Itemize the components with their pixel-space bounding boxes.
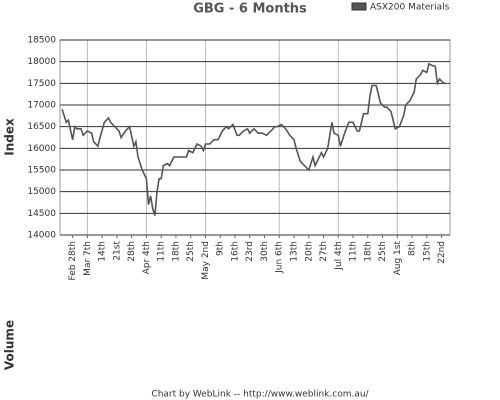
x-tick-label: 9th: [216, 241, 226, 256]
x-tick-label: 23rd: [245, 241, 255, 262]
y-axis-title: Index: [3, 118, 17, 156]
volume-label: Volume: [3, 320, 17, 370]
x-tick-label: Aug 1st: [393, 241, 403, 276]
x-tick-label: 8th: [408, 241, 418, 256]
x-tick-label: 11th: [157, 241, 167, 262]
x-tick-label: 25th: [378, 241, 388, 262]
series-line: [61, 62, 446, 216]
x-tick-label: 15th: [422, 241, 432, 262]
x-tick-label: 11th: [349, 241, 359, 262]
x-tick-label: Feb 28th: [68, 241, 78, 280]
y-tick-label: 17000: [27, 101, 56, 111]
x-tick-label: Apr 4th: [142, 241, 152, 274]
x-tick-label: 13th: [290, 241, 300, 262]
plot-area: [59, 39, 451, 236]
x-tick-label: 22nd: [437, 241, 447, 264]
x-tick-label: Jul 4th: [334, 241, 344, 271]
y-tick-label: 16000: [27, 144, 56, 154]
legend-swatch: [351, 2, 367, 11]
x-tick-label: 14th: [98, 241, 108, 262]
x-tick-label: 30th: [260, 241, 270, 262]
x-tick-label: Mar 7th: [83, 241, 93, 276]
credit: Chart by WebLink -- http://www.weblink.c…: [151, 390, 369, 400]
y-tick-label: 17500: [27, 79, 56, 89]
x-tick-label: May 2nd: [201, 241, 211, 280]
x-tick-label: 18th: [363, 241, 373, 262]
chart-title: GBG - 6 Months: [193, 2, 307, 17]
legend-label: ASX200 Materials: [370, 3, 450, 13]
x-tick-label: 21st: [112, 241, 122, 261]
x-tick-label: 28th: [127, 241, 137, 262]
y-tick-label: 16500: [27, 122, 56, 132]
x-tick-label: 16th: [230, 241, 240, 262]
y-tick-label: 18000: [27, 57, 56, 67]
x-tick-label: 27th: [319, 241, 329, 262]
y-tick-label: 18500: [27, 36, 56, 46]
x-tick-label: Jun 6th: [275, 241, 285, 274]
x-tick-label: 25th: [186, 241, 196, 262]
y-tick-label: 14000: [27, 231, 56, 241]
x-tick-label: 18th: [171, 241, 181, 262]
y-tick-label: 15000: [27, 187, 56, 197]
y-tick-label: 14500: [27, 209, 56, 219]
x-tick-label: 20th: [304, 241, 314, 262]
y-tick-label: 15500: [27, 166, 56, 176]
